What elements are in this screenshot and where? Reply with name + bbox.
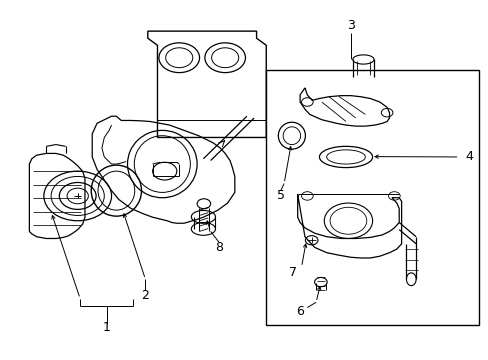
Bar: [265, 70, 478, 325]
Text: 7: 7: [288, 266, 296, 279]
Text: 8: 8: [214, 241, 223, 254]
Text: 3: 3: [346, 19, 354, 32]
Text: 6: 6: [296, 305, 304, 318]
Text: 5: 5: [276, 189, 284, 202]
Text: 4: 4: [465, 150, 472, 163]
Text: 2: 2: [141, 289, 149, 302]
Text: 1: 1: [102, 321, 110, 334]
